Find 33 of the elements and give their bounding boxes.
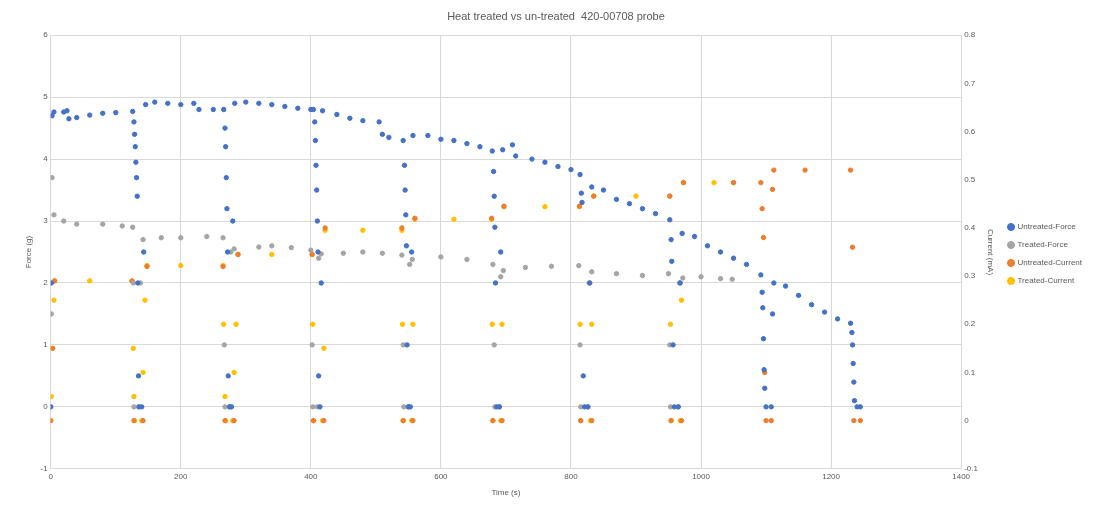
y2-tick-label: 0.1 (964, 367, 976, 377)
y-tick-label: 6 (43, 30, 49, 40)
y2-tick-label: -0.1 (964, 464, 979, 473)
legend-label: Untreated-Force (1017, 222, 1077, 232)
legend-label: Untreated-Current (1017, 258, 1083, 268)
x-tick-label: 1400 (952, 471, 971, 481)
chart-title: Heat treated vs un-treated 420-00708 probe (447, 9, 665, 22)
y2-tick-label: 0.4 (964, 223, 976, 233)
y-tick-label: 3 (43, 216, 49, 226)
x-tick-label: 600 (434, 471, 449, 481)
y-tick-label: 0 (43, 402, 49, 412)
y2-tick-label: 0.6 (964, 126, 976, 136)
x-tick-label: 1000 (692, 471, 711, 481)
legend-label: Treated-Force (1017, 240, 1069, 250)
y2-tick-label: 0.2 (964, 319, 976, 329)
y-tick-label: 1 (43, 340, 49, 350)
x-axis-title: Time (s) (491, 488, 521, 498)
x-tick-label: 1200 (822, 471, 841, 481)
x-tick-label: 400 (304, 471, 319, 481)
y2-tick-label: 0 (964, 415, 970, 425)
y-tick-label: -1 (40, 464, 49, 473)
y-tick-label: 5 (43, 92, 49, 102)
x-tick-label: 200 (174, 471, 188, 481)
y2-tick-label: 0.3 (964, 271, 976, 281)
y2-tick-label: 0.7 (964, 78, 976, 88)
y2-tick-label: 0.5 (964, 174, 976, 184)
y-axis-title: Force (g) (24, 235, 33, 269)
y2-axis-title: Current (mA) (985, 228, 995, 276)
x-tick-label: 800 (564, 471, 579, 481)
y-tick-label: 2 (43, 278, 49, 288)
legend-label: Treated-Current (1017, 276, 1075, 286)
y2-tick-label: 0.8 (964, 30, 976, 40)
y-tick-label: 4 (43, 154, 49, 164)
